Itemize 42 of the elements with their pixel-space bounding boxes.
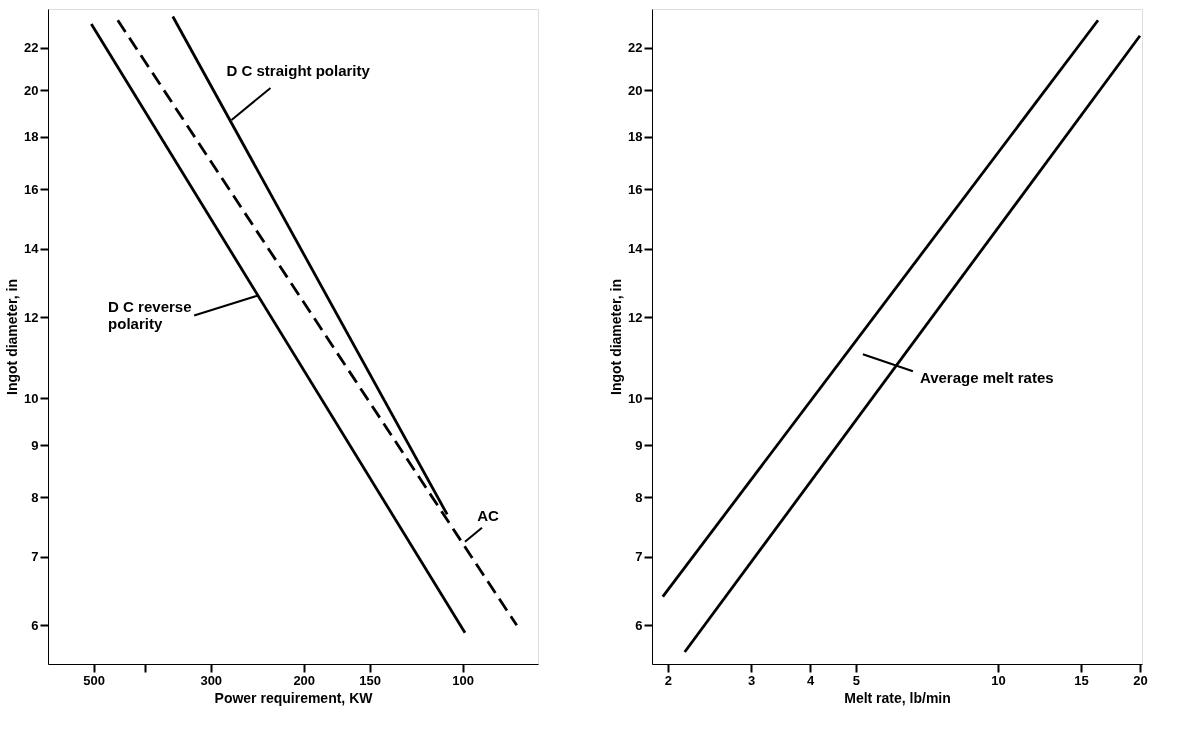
y-tick-label: 20: [628, 82, 643, 98]
y-axis-title: Ingot diameter, in: [608, 279, 625, 395]
y-tick-label: 20: [24, 82, 39, 98]
y-tick-label: 7: [635, 549, 643, 565]
x-axis-title: Melt rate, lb/min: [844, 689, 951, 706]
x-tick-label: 20: [1133, 672, 1148, 688]
x-tick-label: 5: [852, 672, 860, 688]
y-tick-label: 22: [628, 40, 643, 56]
x-tick-label: 2: [664, 672, 673, 688]
x-tick-label: 300: [200, 672, 223, 688]
x-tick-label: 3: [747, 672, 756, 688]
y-tick-label: 8: [635, 489, 643, 505]
x-tick-label: 200: [293, 672, 316, 688]
y-tick-label: 22: [24, 40, 39, 56]
x-tick-label: 4: [806, 672, 815, 688]
y-tick-label: 9: [31, 437, 39, 453]
y-tick-label: 6: [635, 617, 643, 633]
y-tick-label: 9: [635, 437, 643, 453]
y-tick-label: 16: [24, 181, 39, 197]
x-tick-label: 10: [991, 672, 1006, 688]
y-tick-label: 6: [31, 617, 39, 633]
y-tick-label: 12: [24, 309, 39, 325]
y-tick-label: 16: [628, 181, 643, 197]
y-tick-label: 18: [24, 129, 39, 145]
x-tick-label: 500: [83, 672, 105, 688]
y-tick-label: 14: [24, 241, 40, 257]
y-axis-title: Ingot diameter, in: [4, 279, 21, 395]
annotation: D C straight polarity: [226, 61, 371, 79]
x-tick-label: 150: [359, 672, 382, 688]
y-tick-label: 7: [31, 549, 39, 565]
y-tick-label: 12: [628, 309, 643, 325]
y-tick-label: 10: [24, 390, 39, 406]
x-tick-label: 100: [452, 672, 475, 688]
y-tick-label: 10: [628, 390, 643, 406]
x-tick-label: 15: [1074, 672, 1089, 688]
x-axis-title: Power requirement, KW: [214, 689, 374, 706]
y-tick-label: 8: [31, 489, 39, 505]
annotation: Average melt rates: [919, 369, 1054, 387]
y-tick-label: 18: [628, 129, 643, 145]
annotation: AC: [477, 506, 499, 524]
annotation: D C reverse polarity: [108, 298, 192, 333]
y-tick-label: 14: [628, 241, 644, 257]
